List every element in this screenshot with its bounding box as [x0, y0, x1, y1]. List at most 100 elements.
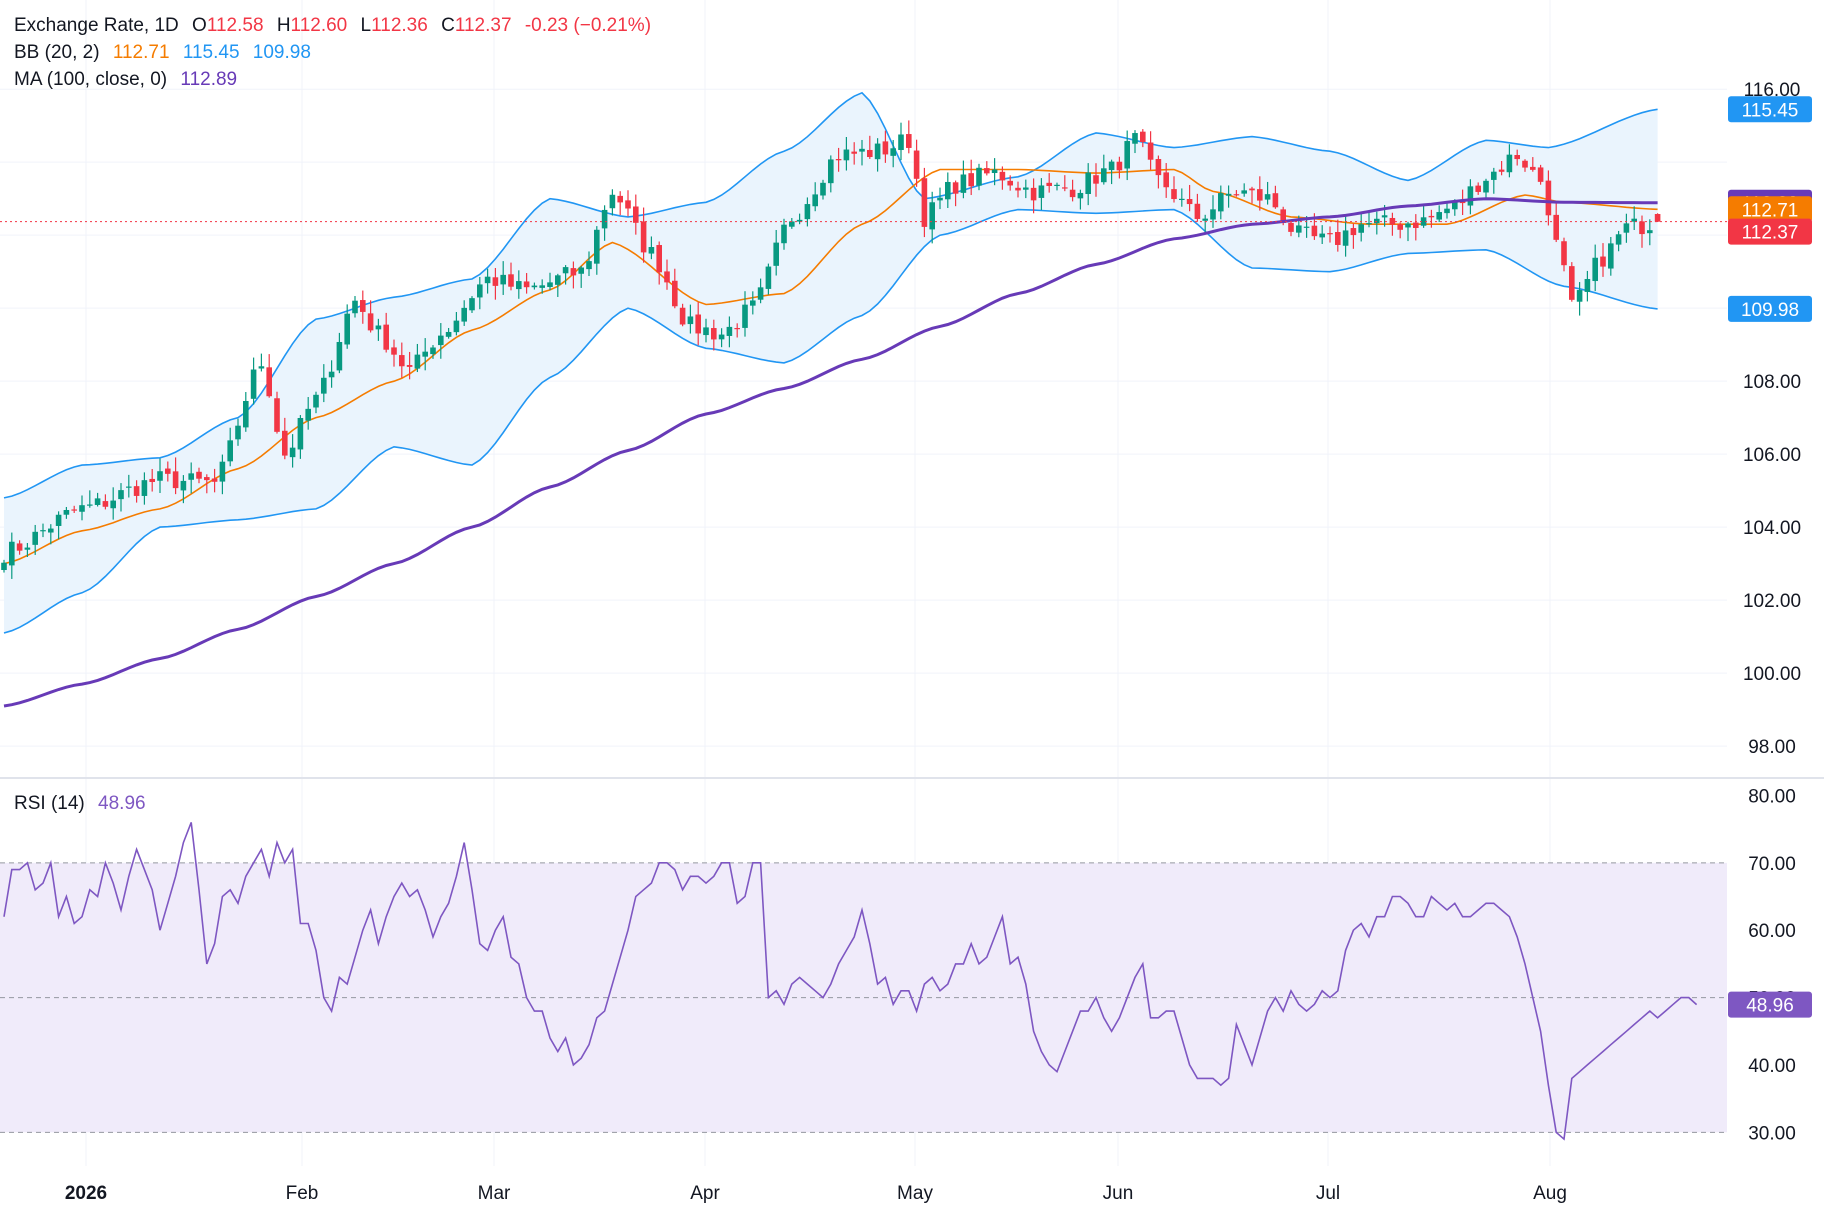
bb-basis-badge-text: 112.71: [1742, 200, 1799, 221]
rsi-tick-label: 60.00: [1748, 921, 1796, 942]
candle-down: [204, 477, 210, 481]
candle-down: [282, 430, 288, 456]
candle-down: [1600, 256, 1606, 267]
candle-up: [305, 408, 311, 421]
bb-legend[interactable]: BB (20, 2) 112.71 115.45 109.98: [14, 39, 319, 66]
time-tick-label: Jun: [1103, 1183, 1134, 1204]
bb-lower-value: 109.98: [252, 42, 311, 63]
candle-down: [1069, 189, 1076, 198]
candle-up: [1381, 215, 1388, 218]
candle-down: [1459, 201, 1466, 204]
candle-up: [313, 394, 319, 408]
candle-up: [1108, 161, 1115, 171]
candle-down: [1569, 266, 1575, 300]
candle-down: [1522, 160, 1528, 168]
bb-band-fill: [4, 92, 1658, 633]
candle-up: [1054, 184, 1060, 186]
rsi-line: [3, 822, 1698, 1141]
candle-down: [133, 486, 140, 496]
candle-down: [71, 509, 77, 511]
candle-up: [126, 486, 132, 488]
candle-down: [867, 149, 873, 158]
candle-down: [711, 328, 717, 340]
candle-down: [664, 271, 670, 283]
candle-down: [102, 501, 109, 507]
ma-legend[interactable]: MA (100, close, 0) 112.89: [14, 66, 245, 93]
legend-change: -0.23 (−0.21%): [524, 15, 652, 36]
candle-up: [297, 417, 304, 450]
candle-up: [562, 267, 569, 274]
candle-down: [1475, 185, 1481, 192]
candle-up: [289, 447, 296, 458]
candle-up: [960, 174, 967, 193]
price-legend: Exchange Rate, 1D O112.58 H112.60 L112.3…: [14, 12, 659, 39]
bb-upper-badge-text: 115.45: [1742, 100, 1799, 121]
candle-up: [742, 304, 748, 328]
candle-up: [812, 194, 818, 207]
candle-down: [617, 195, 623, 203]
candle-down: [882, 141, 889, 155]
candle-down: [1311, 225, 1318, 237]
candle-up: [32, 531, 38, 545]
candle-up: [1319, 233, 1325, 238]
candle-up: [336, 341, 343, 371]
candle-down: [656, 245, 662, 273]
candle-up: [1608, 243, 1614, 269]
candle-up: [555, 275, 561, 285]
candle-up: [945, 181, 951, 200]
candle-down: [211, 478, 218, 482]
candle-down: [1530, 166, 1536, 170]
candle-down: [1272, 193, 1279, 208]
legend-open: O112.58: [192, 15, 264, 36]
candle-up: [1506, 154, 1513, 173]
candle-up: [414, 354, 421, 369]
rsi-legend[interactable]: RSI (14) 48.96: [14, 790, 154, 817]
price-tick-label: 108.00: [1743, 372, 1801, 393]
candle-up: [477, 284, 483, 298]
candle-up: [929, 202, 935, 230]
candle-up: [40, 530, 46, 532]
candle-up: [1444, 208, 1450, 214]
candle-down: [1163, 172, 1169, 188]
candle-down: [523, 281, 530, 288]
time-tick-label: Feb: [286, 1183, 319, 1204]
candle-down: [274, 398, 280, 432]
price-tick-label: 100.00: [1743, 664, 1801, 685]
candle-down: [1389, 217, 1396, 225]
candle-down: [695, 314, 701, 334]
price-tick-label: 102.00: [1743, 591, 1801, 612]
candle-up: [484, 276, 491, 284]
candle-up: [1132, 133, 1138, 144]
candle-up: [1366, 223, 1372, 225]
candle-up: [781, 224, 787, 244]
candle-up: [890, 148, 896, 156]
candle-up: [828, 159, 834, 184]
rsi-tick-label: 80.00: [1748, 786, 1796, 807]
candle-down: [1155, 158, 1162, 176]
candle-up: [188, 473, 194, 480]
candle-down: [570, 268, 577, 276]
candle-up: [1179, 198, 1185, 201]
candle-up: [1452, 200, 1458, 210]
candle-down: [1233, 194, 1240, 196]
candle-down: [367, 313, 374, 331]
bb-lower-badge: [1728, 295, 1812, 322]
candle-down: [1007, 180, 1013, 186]
bb-basis-line: [3, 168, 1658, 565]
candle-up: [118, 490, 124, 500]
candle-down: [1545, 180, 1552, 216]
candle-up: [1202, 218, 1208, 221]
candle-up: [422, 351, 428, 357]
candle-up: [227, 440, 233, 462]
candle-up: [500, 274, 506, 285]
legend-low: L112.36: [360, 15, 428, 36]
candle-down: [921, 178, 928, 227]
candle-down: [1335, 232, 1341, 245]
candle-down: [1249, 188, 1255, 191]
candle-up: [976, 167, 982, 186]
legend-symbol[interactable]: Exchange Rate, 1D: [14, 15, 179, 36]
candle-up: [110, 500, 116, 509]
candle-up: [1303, 226, 1310, 228]
candle-up: [1358, 224, 1364, 233]
